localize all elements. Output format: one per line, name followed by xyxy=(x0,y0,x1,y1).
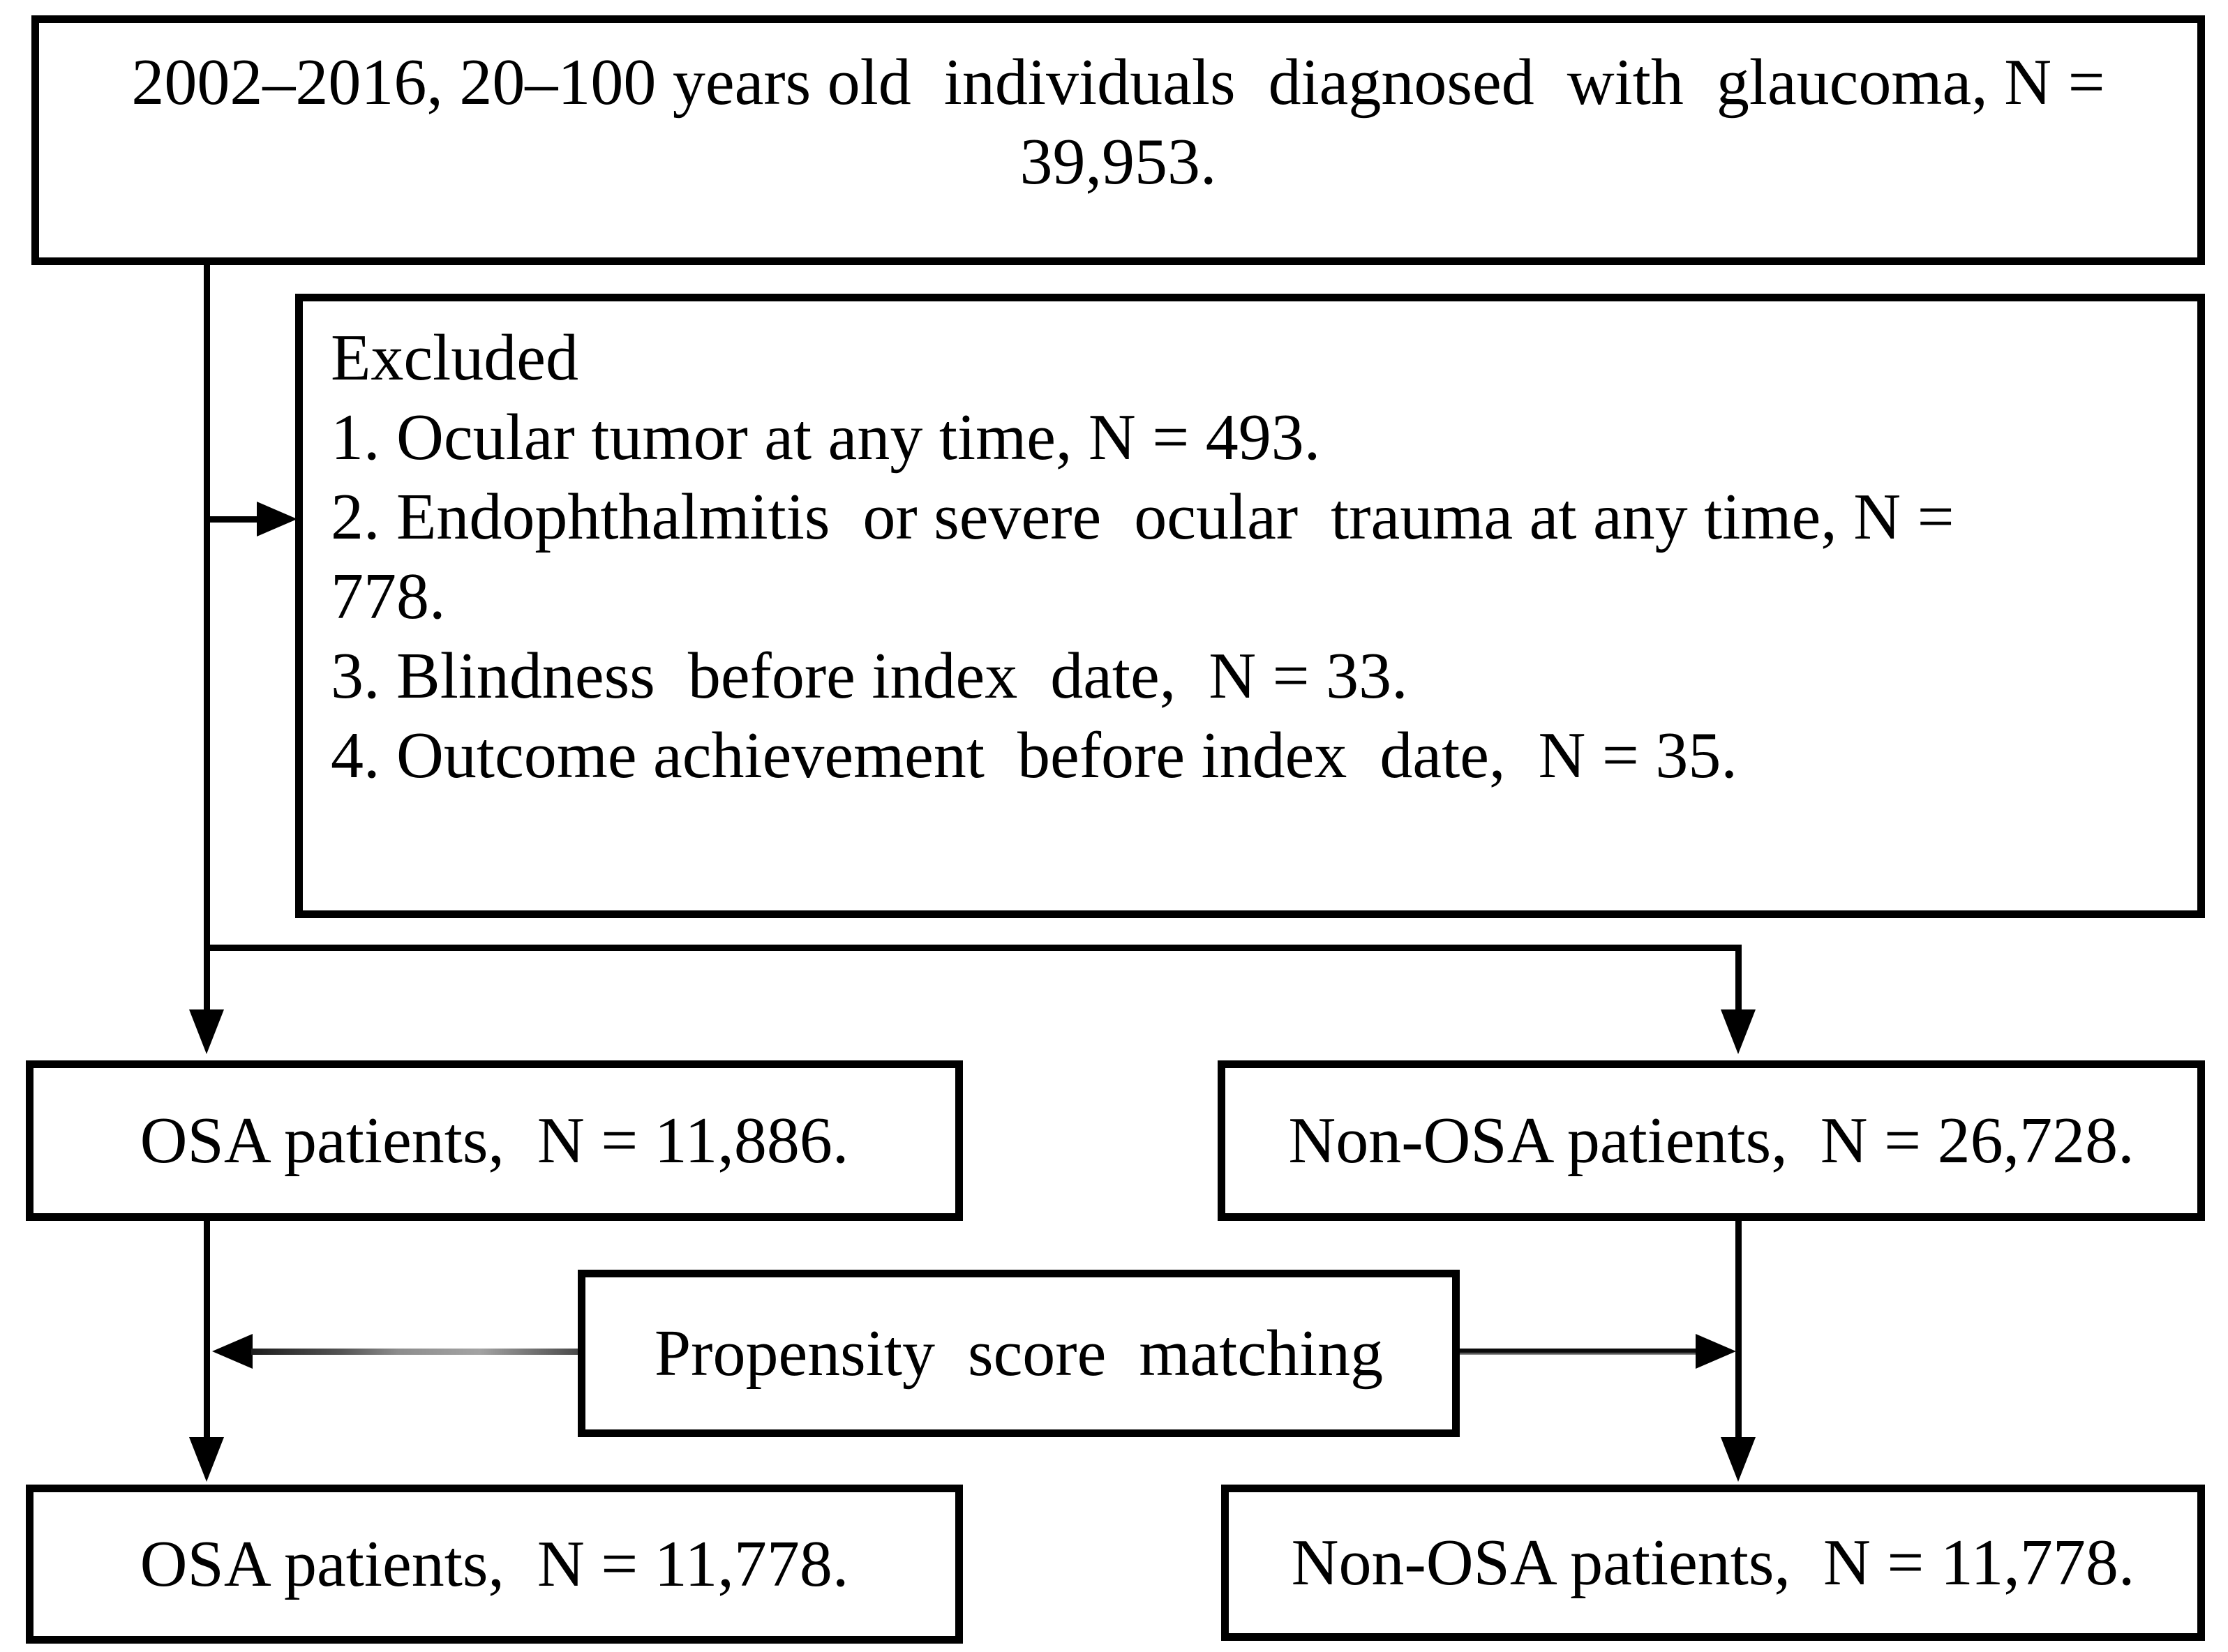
excluded-box: Excluded 1. Ocular tumor at any time, N … xyxy=(295,294,2205,918)
population-box: 2002–2016, 20–100 years old individuals … xyxy=(31,15,2205,265)
connector-matching-right xyxy=(1460,1349,1696,1355)
osa-matched-box: OSA patients, N = 11,778. xyxy=(26,1485,963,1644)
connector-to-excluded xyxy=(204,516,260,523)
arrowhead-down-non-osa-icon xyxy=(1721,1009,1756,1054)
non-osa-matched-box: Non-OSA patients, N = 11,778. xyxy=(1221,1485,2205,1641)
connector-top-to-osa xyxy=(204,262,210,1009)
arrowhead-down-non-osa-matched-icon xyxy=(1721,1437,1756,1482)
excluded-title: Excluded xyxy=(331,322,578,394)
excluded-item: 2. Endophthalmitis or severe ocular trau… xyxy=(331,481,1954,553)
propensity-matching-label: Propensity score matching xyxy=(654,1317,1384,1390)
non-osa-matched-label: Non-OSA patients, N = 11,778. xyxy=(1291,1526,2135,1599)
non-osa-patients-label: Non-OSA patients, N = 26,728. xyxy=(1288,1104,2134,1177)
arrowhead-down-osa-matched-icon xyxy=(189,1437,224,1482)
connector-osa-to-matched xyxy=(204,1221,210,1437)
excluded-item: 3. Blindness before index date, N = 33. xyxy=(331,640,1408,712)
connector-branch xyxy=(204,945,1742,951)
arrowhead-right-excluded-icon xyxy=(257,502,297,536)
population-line-2: 39,953. xyxy=(1019,126,1217,198)
population-line-1: 2002–2016, 20–100 years old individuals … xyxy=(131,46,2105,119)
arrowhead-left-matching-icon xyxy=(212,1334,253,1369)
excluded-item: 778. xyxy=(331,560,446,633)
non-osa-patients-box: Non-OSA patients, N = 26,728. xyxy=(1218,1060,2205,1221)
arrowhead-right-matching-icon xyxy=(1696,1334,1736,1369)
propensity-matching-box: Propensity score matching xyxy=(578,1270,1460,1437)
osa-patients-box: OSA patients, N = 11,886. xyxy=(26,1060,963,1221)
excluded-item: 4. Outcome achievement before index date… xyxy=(331,719,1737,792)
excluded-item: 1. Ocular tumor at any time, N = 493. xyxy=(331,401,1321,474)
osa-matched-label: OSA patients, N = 11,778. xyxy=(140,1528,849,1600)
connector-matching-left xyxy=(251,1349,578,1355)
arrowhead-down-osa-icon xyxy=(189,1009,224,1054)
connector-branch-to-non-osa xyxy=(1735,945,1742,1009)
osa-patients-label: OSA patients, N = 11,886. xyxy=(140,1104,849,1177)
connector-non-osa-to-matched xyxy=(1735,1221,1742,1437)
